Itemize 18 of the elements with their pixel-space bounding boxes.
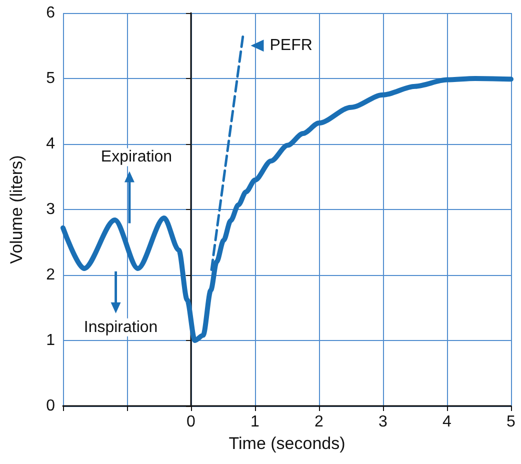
annotation: PEFR (270, 37, 312, 54)
y-tick-label: 3 (46, 201, 56, 218)
x-tick-label: 0 (186, 414, 196, 430)
x-tick-label: 3 (378, 414, 388, 430)
annotation: Inspiration (84, 318, 158, 336)
y-tick-label: 1 (46, 332, 56, 349)
y-tick-label: 0 (46, 398, 56, 414)
x-axis-title: Time (seconds) (228, 434, 346, 453)
y-tick-label: 5 (46, 70, 56, 87)
x-tick-label: 2 (314, 414, 324, 430)
x-tick-label: 4 (442, 414, 452, 430)
y-tick-label: 6 (46, 4, 56, 22)
annotation: Expiration (100, 148, 172, 166)
x-tick-label: 1 (250, 414, 260, 430)
y-tick-label: 2 (46, 266, 56, 284)
x-tick-label: 5 (506, 414, 516, 430)
y-axis-title: Volume (liters) (7, 155, 26, 264)
y-tick-label: 4 (46, 136, 56, 152)
